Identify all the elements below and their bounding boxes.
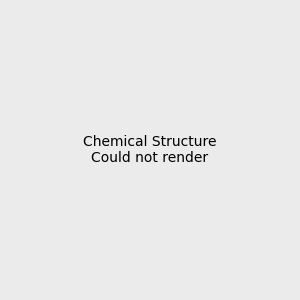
Text: Chemical Structure
Could not render: Chemical Structure Could not render xyxy=(83,135,217,165)
